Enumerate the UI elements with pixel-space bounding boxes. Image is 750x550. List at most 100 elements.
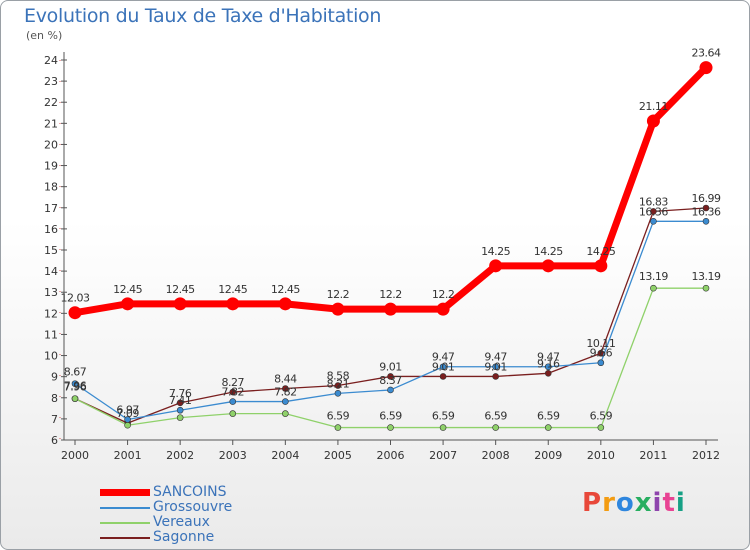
data-label: 13.19 — [639, 270, 668, 283]
data-point — [334, 424, 342, 431]
legend-item-grossouvre: Grossouvre — [100, 500, 232, 515]
data-point — [384, 302, 397, 316]
data-label: 16.83 — [639, 195, 668, 208]
data-label: 10.11 — [586, 337, 615, 350]
data-point — [176, 399, 184, 407]
data-label: 12.2 — [327, 288, 350, 301]
chart-title: Evolution du Taux de Taxe d'Habitation — [24, 5, 382, 27]
chart-data-labels: 12.03 12.45 12.45 12.45 12.45 12.2 12.2 12.2 14.… — [61, 47, 722, 423]
data-point — [124, 416, 131, 423]
data-label: 13.19 — [692, 270, 721, 283]
legend-label: SANCOINS — [153, 484, 227, 500]
data-point — [282, 410, 289, 417]
data-label: 12.2 — [379, 288, 402, 301]
x-tick-label: 2007 — [429, 449, 457, 462]
data-point — [646, 114, 660, 128]
data-label: 9.66 — [590, 347, 613, 360]
data-label: 16.99 — [692, 192, 721, 205]
proxiti-logo: Proxiti — [582, 488, 686, 518]
data-label: 14.25 — [534, 245, 563, 258]
legend-item-sagonne: Sagonne — [100, 530, 232, 545]
data-label: 7.09 — [116, 407, 139, 420]
data-point — [597, 424, 605, 431]
data-label: 21.11 — [639, 100, 668, 113]
x-tick-label: 2010 — [587, 449, 615, 462]
y-tick-label: 21 — [44, 117, 58, 130]
data-label: 6.59 — [590, 410, 613, 423]
data-label: 9.47 — [432, 351, 455, 364]
data-point — [492, 373, 499, 380]
data-point — [702, 217, 710, 225]
data-label: 7.76 — [169, 387, 192, 400]
data-point — [226, 297, 240, 311]
data-point — [176, 414, 184, 421]
x-tick-label: 2009 — [534, 449, 562, 462]
data-point — [699, 61, 713, 75]
legend-item-sancoins: SANCOINS — [100, 485, 232, 500]
data-label: 9.16 — [537, 357, 560, 370]
data-point — [597, 359, 605, 367]
data-label: 16.36 — [692, 205, 721, 218]
data-label: 23.64 — [692, 47, 721, 60]
chart-unit: (en %) — [26, 29, 63, 42]
data-point — [229, 388, 237, 396]
data-label: 8.37 — [379, 374, 402, 387]
data-point — [544, 369, 552, 377]
data-point — [702, 204, 710, 212]
data-point — [334, 382, 342, 389]
data-label: 7.41 — [169, 394, 192, 407]
data-point — [492, 424, 499, 431]
series-line-sancoins — [71, 64, 710, 317]
x-tick-label: 2003 — [219, 449, 247, 462]
data-label: 9.01 — [379, 360, 402, 373]
data-label: 12.45 — [271, 283, 300, 296]
legend-item-vereaux: Vereaux — [100, 515, 232, 530]
legend-swatch — [100, 521, 150, 524]
x-tick-label: 2001 — [114, 449, 142, 462]
x-tick-label: 2006 — [377, 449, 405, 462]
data-point — [387, 424, 394, 431]
y-tick-label: 9 — [51, 371, 58, 384]
data-label: 12.03 — [61, 292, 90, 305]
data-point — [492, 363, 499, 371]
data-label: 7.96 — [64, 380, 87, 393]
data-label: 9.47 — [537, 351, 560, 364]
data-label: 14.25 — [481, 245, 510, 258]
y-tick-label: 24 — [44, 54, 58, 67]
data-label: 12.45 — [166, 283, 195, 296]
y-tick-label: 12 — [44, 307, 58, 320]
data-label: 9.01 — [432, 360, 455, 373]
data-point — [436, 302, 450, 316]
y-tick-label: 22 — [44, 96, 58, 109]
data-point — [544, 363, 552, 371]
data-point — [387, 373, 394, 380]
data-label: 6.59 — [537, 410, 560, 423]
data-label: 14.25 — [586, 245, 615, 258]
data-point — [541, 259, 555, 273]
chart-legend: SANCOINS Grossouvre Vereaux Sagonne — [100, 485, 232, 545]
legend-swatch — [100, 489, 150, 496]
data-point — [650, 284, 657, 292]
y-tick-label: 23 — [44, 75, 58, 88]
data-label: 9.47 — [484, 351, 507, 364]
legend-swatch — [100, 536, 150, 539]
data-point — [544, 424, 552, 431]
y-tick-label: 7 — [51, 413, 58, 426]
data-point — [650, 217, 657, 225]
data-point — [650, 208, 657, 215]
data-label: 6.59 — [379, 410, 402, 423]
legend-label: Vereaux — [153, 514, 210, 530]
y-tick-label: 15 — [44, 244, 58, 257]
y-tick-label: 14 — [44, 265, 58, 278]
chart-axes: 6 7 8 9 10 11 12 13 14 15 16 17 18 19 20 21 22 23 24 2000 20… — [44, 52, 720, 462]
data-label: 6.59 — [327, 410, 350, 423]
y-tick-label: 11 — [44, 328, 58, 341]
data-label: 8.58 — [327, 370, 350, 383]
data-label: 6.97 — [116, 404, 139, 417]
data-label: 8.67 — [64, 366, 87, 379]
data-point — [387, 386, 394, 394]
legend-label: Sagonne — [153, 529, 215, 545]
data-label: 6.59 — [484, 410, 507, 423]
